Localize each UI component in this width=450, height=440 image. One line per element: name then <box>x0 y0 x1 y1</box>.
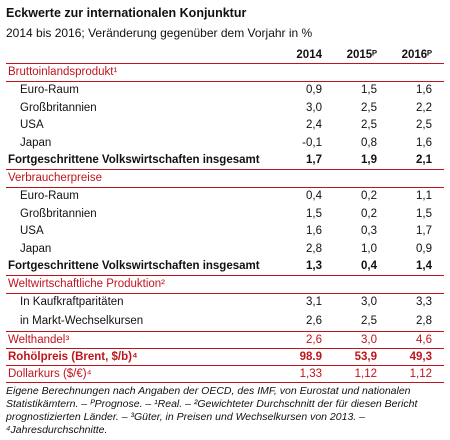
row-label: Japan <box>20 242 52 255</box>
column-header: 2014 <box>296 49 322 61</box>
cell-value: 3,0 <box>361 334 377 346</box>
cell-value: 1,6 <box>306 225 322 237</box>
cell-value: 1,6 <box>416 84 432 96</box>
column-header: 2016ᴾ <box>401 49 432 61</box>
cell-value: 1,1 <box>416 190 432 202</box>
cell-value: 49,3 <box>409 351 432 363</box>
cell-value: 53,9 <box>354 351 377 363</box>
rule <box>6 169 444 170</box>
subtitle: 2014 bis 2016; Veränderung gegenüber dem… <box>6 26 313 40</box>
title: Eckwerte zur internationalen Konjunktur <box>6 6 247 20</box>
cell-value: 0,3 <box>361 225 377 237</box>
cell-value: 1,6 <box>416 136 432 149</box>
cell-value: 2,4 <box>306 119 322 131</box>
rule <box>6 275 444 276</box>
row-label: Euro-Raum <box>20 190 79 202</box>
row-label: USA <box>20 119 44 131</box>
rule <box>6 348 444 349</box>
cell-value: 0,4 <box>306 190 322 202</box>
section-title: Verbraucherpreise <box>8 172 102 184</box>
cell-value: 3,0 <box>361 296 377 308</box>
cell-value: 2,8 <box>306 242 322 255</box>
row-label: USA <box>20 225 44 237</box>
cell-value: 0,8 <box>361 136 377 149</box>
cell-value: 3,0 <box>306 101 322 114</box>
cell-value: 2,5 <box>361 119 377 131</box>
cell-value: 0,2 <box>361 207 377 220</box>
rule <box>6 293 444 294</box>
cell-value: 1,0 <box>361 242 377 255</box>
section-title: Rohölpreis (Brent, $/b)⁴ <box>8 351 138 363</box>
cell-value: 1,3 <box>306 260 322 272</box>
cell-value: 0,4 <box>361 260 377 272</box>
cell-value: 1,5 <box>416 207 432 220</box>
total-label: Fortgeschrittene Volkswirtschaften insge… <box>8 154 260 166</box>
rule <box>6 81 444 82</box>
cell-value: 2,5 <box>361 315 377 327</box>
row-label: Euro-Raum <box>20 84 79 96</box>
row-label: In Kaufkraftparitäten <box>20 296 124 308</box>
rule <box>6 187 444 188</box>
rule <box>6 63 444 64</box>
cell-value: 98.9 <box>299 351 322 363</box>
cell-value: 1,9 <box>361 154 377 166</box>
cell-value: 1,5 <box>306 207 322 220</box>
row-label: Großbritannien <box>20 101 97 114</box>
cell-value: 1,5 <box>361 84 377 96</box>
rule <box>6 365 444 366</box>
cell-value: 2,1 <box>416 154 432 166</box>
cell-value: 2,6 <box>306 315 322 327</box>
row-label: Großbritannien <box>20 207 97 220</box>
row-label: Japan <box>20 136 52 149</box>
cell-value: 0,2 <box>361 190 377 202</box>
cell-value: 2,2 <box>416 101 432 114</box>
cell-value: 0,9 <box>306 84 322 96</box>
section-title: Weltwirtschaftliche Produktion² <box>8 278 166 290</box>
cell-value: 1,7 <box>306 154 322 166</box>
cell-value: 2,5 <box>361 101 377 114</box>
rule <box>6 382 444 383</box>
column-header: 2015ᴾ <box>346 49 377 61</box>
rule <box>6 331 444 332</box>
section-title: Dollarkurs ($/€)⁴ <box>8 368 92 380</box>
cell-value: 4,6 <box>416 334 432 346</box>
cell-value: 1,12 <box>409 368 432 380</box>
cell-value: 2,8 <box>416 315 432 327</box>
cell-value: 1,7 <box>416 225 432 237</box>
cell-value: 1,12 <box>354 368 377 380</box>
cell-value: 0,9 <box>416 242 432 255</box>
cell-value: 1,33 <box>299 368 322 380</box>
cell-value: 2,5 <box>416 119 432 131</box>
row-label: in Markt-Wechselkursen <box>20 315 144 327</box>
cell-value: 3,3 <box>416 296 432 308</box>
total-label: Fortgeschrittene Volkswirtschaften insge… <box>8 260 260 272</box>
cell-value: 3,1 <box>306 296 322 308</box>
cell-value: 1,4 <box>416 260 432 272</box>
cell-value: -0,1 <box>302 136 322 149</box>
section-title: Bruttoinlandsprodukt¹ <box>8 66 118 78</box>
section-title: Welthandel³ <box>8 334 70 346</box>
footnote: Eigene Berechnungen nach Angaben der OEC… <box>6 385 418 436</box>
cell-value: 2,6 <box>306 334 322 346</box>
